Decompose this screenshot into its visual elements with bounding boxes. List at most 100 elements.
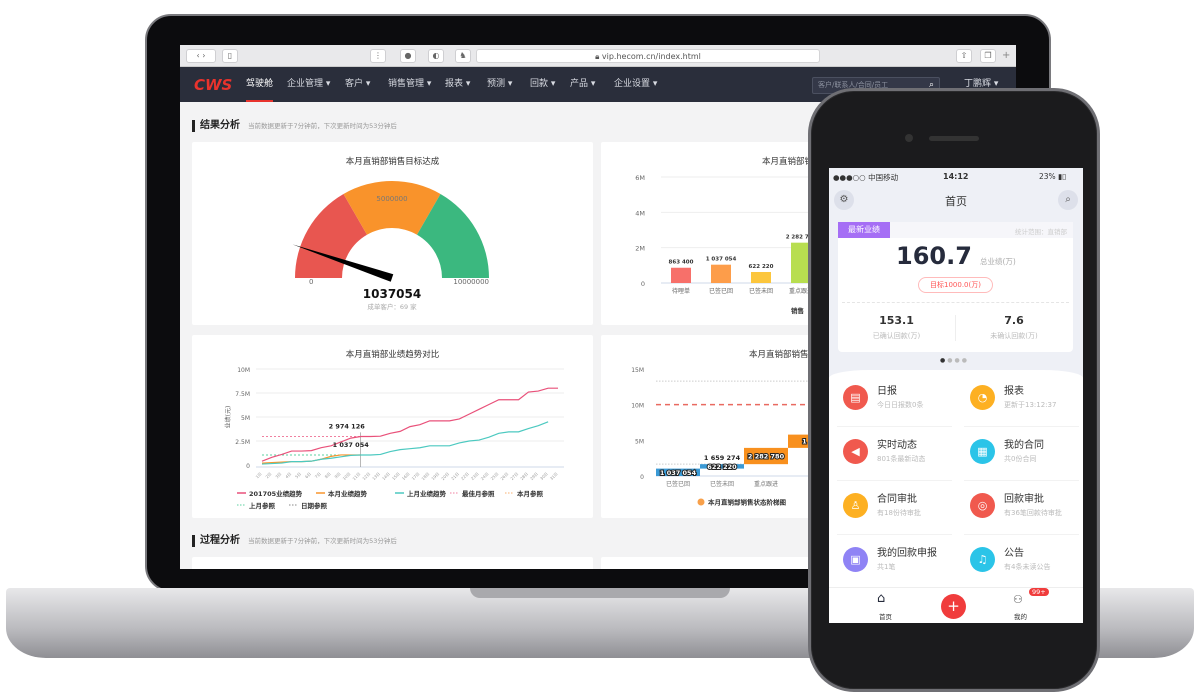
x-tick-label: 25日 (490, 471, 500, 481)
address-bar[interactable]: 🔒︎ vip.hecom.cn/index.html (476, 49, 820, 63)
nav-item[interactable]: 产品 ▾ (570, 79, 596, 89)
x-tick-label: 29日 (529, 471, 539, 481)
x-tick-label: 24日 (480, 471, 490, 481)
nav-item[interactable]: 销售管理 ▾ (388, 79, 432, 89)
grid-item-sub: 有4条未读公告 (1004, 563, 1051, 571)
notification-badge: 99+ (1029, 588, 1049, 596)
nav-item[interactable]: 驾驶舱 (246, 67, 274, 102)
grid-item[interactable]: ♫ 公告有4条未读公告 (960, 534, 1083, 588)
legend-label: 日期参照 (301, 501, 328, 510)
target-pill: 目标1000.0(万) (918, 277, 993, 293)
payment-icon: ◎ (970, 493, 995, 518)
page-dots[interactable]: ●●●● (940, 357, 969, 364)
grid-item-label: 报表 (1004, 386, 1024, 397)
y-tick-label: 0 (640, 474, 644, 481)
grid-item-label: 回款审批 (1004, 494, 1044, 505)
legend-label: 本月参照 (517, 489, 544, 498)
phone-screen: ●●●○○ 中国移动 14:12 23% ▮▯ ⚙ 首页 ⌕ 最新业绩 统计范围… (829, 168, 1083, 623)
grid-item[interactable]: ◎ 回款审批有36笔回款待审批 (960, 480, 1083, 534)
x-tick-label: 重点跟进 (754, 480, 778, 488)
grid-item-sub: 有36笔回款待审批 (1004, 509, 1062, 517)
legend-label: 201705业绩趋势 (249, 489, 303, 498)
home-icon[interactable]: ⌂ (877, 591, 886, 606)
x-tick-label: 4日 (284, 471, 292, 479)
grid-item[interactable]: ▣ 我的回款申报 共1笔 (833, 534, 960, 588)
carrier: ●●●○○ 中国移动 (833, 173, 899, 182)
stat-value: 7.6 (1004, 314, 1024, 327)
tab-mine[interactable]: 我的 (1014, 613, 1027, 621)
grid-item[interactable]: ◀ 实时动态 801条最新动态 (833, 426, 960, 480)
grid-item[interactable]: ▤ 日报 今日日报数0条 (833, 372, 960, 426)
nav-item[interactable]: 报表 ▾ (445, 79, 471, 89)
chart-title: 本月直销部业绩趋势对比 (345, 350, 440, 360)
extension-icon[interactable]: ◐ (428, 49, 444, 63)
wallet-icon: ▣ (843, 547, 868, 572)
gauge-band (295, 193, 367, 278)
y-tick-label: 10M (237, 367, 250, 374)
x-tick-label: 1日 (255, 471, 263, 479)
sidebar-icon[interactable]: ▯ (222, 49, 238, 63)
logo: CWS (194, 76, 233, 94)
total-unit: 总业绩(万) (980, 257, 1016, 266)
gauge-band (417, 193, 489, 278)
grid-item-sub: 共1笔 (877, 563, 896, 571)
grid-icon[interactable]: ⋮ (370, 49, 386, 63)
waterfall-bar (656, 468, 700, 476)
x-tick-label: 15日 (391, 471, 401, 481)
x-tick-label: 10日 (342, 471, 352, 481)
grid-item[interactable]: ♙ 合同审批 有18份待审批 (833, 480, 960, 534)
x-tick-label: 9日 (333, 471, 341, 479)
share-icon[interactable]: ⇧ (956, 49, 972, 63)
gauge-band (343, 180, 441, 235)
x-tick-label: 30日 (539, 471, 549, 481)
nav-item[interactable]: 企业设置 ▾ (614, 79, 658, 89)
add-button[interactable]: + (941, 594, 966, 619)
x-axis-label: 销售 (791, 306, 804, 315)
extension-icon[interactable]: ♞ (455, 49, 471, 63)
stat-label: 已确认回款(万) (872, 332, 921, 340)
y-tick-label: 0 (641, 280, 645, 288)
clock: 14:12 (943, 172, 969, 181)
page-title: 首页 (945, 195, 967, 208)
x-tick-label: 23日 (470, 471, 480, 481)
x-tick-label: 13日 (371, 471, 381, 481)
series-line (261, 387, 558, 462)
bar-label: 1 037 054 (660, 469, 697, 477)
grid-item-sub: 有18份待审批 (877, 509, 921, 517)
bell-icon: ♫ (970, 547, 995, 572)
user-icon[interactable]: ⚇ (1013, 593, 1023, 606)
user-menu[interactable]: 丁鹏辉 ▾ (964, 79, 999, 89)
bar-label: 622 220 (707, 463, 737, 471)
nav-item[interactable]: 预测 ▾ (487, 79, 513, 89)
tabs-icon[interactable]: ❐ (980, 49, 996, 63)
performance-card[interactable]: 最新业绩 统计范围：直销部 160.7 总业绩(万) 目标1000.0(万) 1… (838, 222, 1073, 352)
stat-label: 未确认回款(万) (990, 332, 1038, 340)
x-tick-label: 31日 (549, 471, 559, 481)
new-tab-icon[interactable]: + (1002, 50, 1011, 61)
nav-item[interactable]: 回款 ▾ (530, 79, 556, 89)
chart-title: 本月直销部销售目标达成 (345, 157, 440, 167)
y-tick-label: 7.5M (235, 391, 250, 398)
stamp-icon: ♙ (843, 493, 868, 518)
bar (751, 272, 771, 283)
x-tick-label: 26日 (499, 471, 509, 481)
search-icon[interactable]: ⌕ (1058, 190, 1078, 210)
x-tick-label: 待哩单 (672, 287, 690, 295)
grid-item-label: 我的回款申报 (877, 548, 937, 559)
grid-item[interactable]: ◔ 报表 更新于13:12:37 (960, 372, 1083, 426)
back-forward-buttons[interactable]: ‹ › (186, 49, 216, 63)
tab-home[interactable]: 首页 (879, 613, 892, 621)
nav-item[interactable]: 企业管理 ▾ (287, 79, 331, 89)
nav-item[interactable]: 客户 ▾ (345, 79, 371, 89)
report-icon: ▤ (843, 385, 868, 410)
grid-item[interactable]: ▦ 我的合同 共0份合同 (960, 426, 1083, 480)
grid-item-label: 公告 (1004, 548, 1024, 559)
settings-icon[interactable]: ⚙ (834, 190, 854, 210)
extension-icon[interactable]: ● (400, 49, 416, 63)
search-icon[interactable]: ⌕ (928, 80, 934, 90)
legend-label: 本月直销部销售状态阶梯图 (708, 498, 787, 507)
x-tick-label: 5日 (294, 471, 302, 479)
legend-label: 上月业绩趋势 (407, 489, 447, 498)
x-tick-label: 27日 (509, 471, 519, 481)
x-tick-label: 11日 (351, 471, 361, 481)
